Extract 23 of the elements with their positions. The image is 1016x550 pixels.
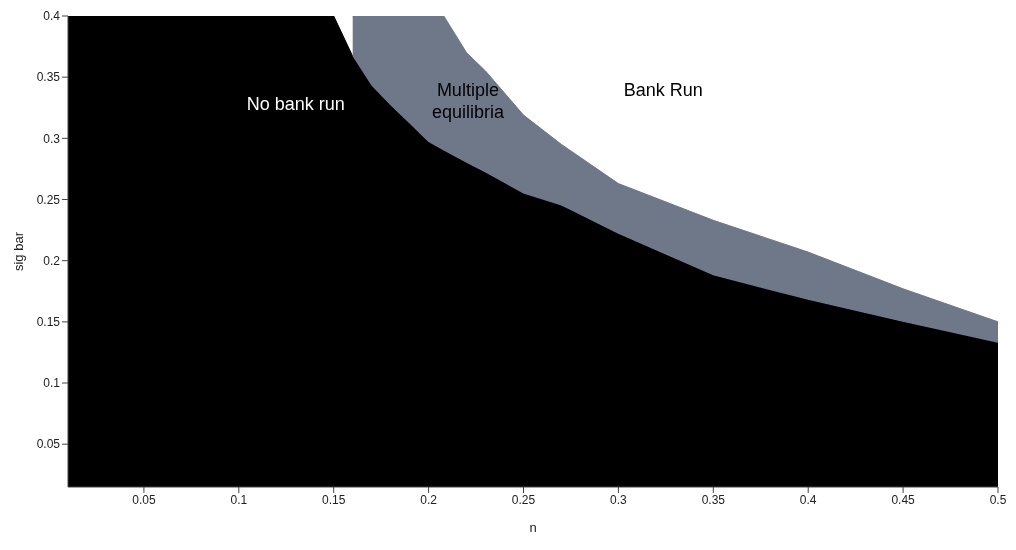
x-tick-label: 0.15	[322, 492, 346, 507]
x-tick-label: 0.1	[230, 492, 248, 507]
x-tick-label: 0.45	[891, 492, 916, 507]
x-tick-label: 0.2	[420, 492, 438, 507]
y-axis-title: sig bar	[10, 231, 26, 272]
x-tick-label: 0.05	[132, 492, 156, 507]
annotation: Multiple equilibria	[431, 80, 505, 123]
annotation: No bank run	[246, 94, 345, 115]
x-tick-label: 0.5	[989, 492, 1007, 507]
annotation: Bank Run	[623, 80, 703, 101]
x-axis-title: n	[529, 520, 537, 535]
y-tick-label: 0.15	[36, 315, 61, 330]
y-tick-label: 0.35	[36, 70, 61, 85]
x-tick-label: 0.25	[511, 492, 536, 507]
x-tick-label: 0.35	[701, 492, 726, 507]
y-tick-label: 0.25	[36, 192, 61, 207]
x-tick-label: 0.3	[610, 492, 628, 507]
x-tick-label: 0.4	[799, 492, 817, 507]
y-tick-label: 0.2	[43, 253, 61, 268]
y-tick-label: 0.1	[43, 376, 61, 391]
y-tick-label: 0.05	[36, 437, 61, 452]
y-tick-label: 0.4	[43, 9, 61, 24]
y-tick-label: 0.3	[43, 131, 61, 146]
